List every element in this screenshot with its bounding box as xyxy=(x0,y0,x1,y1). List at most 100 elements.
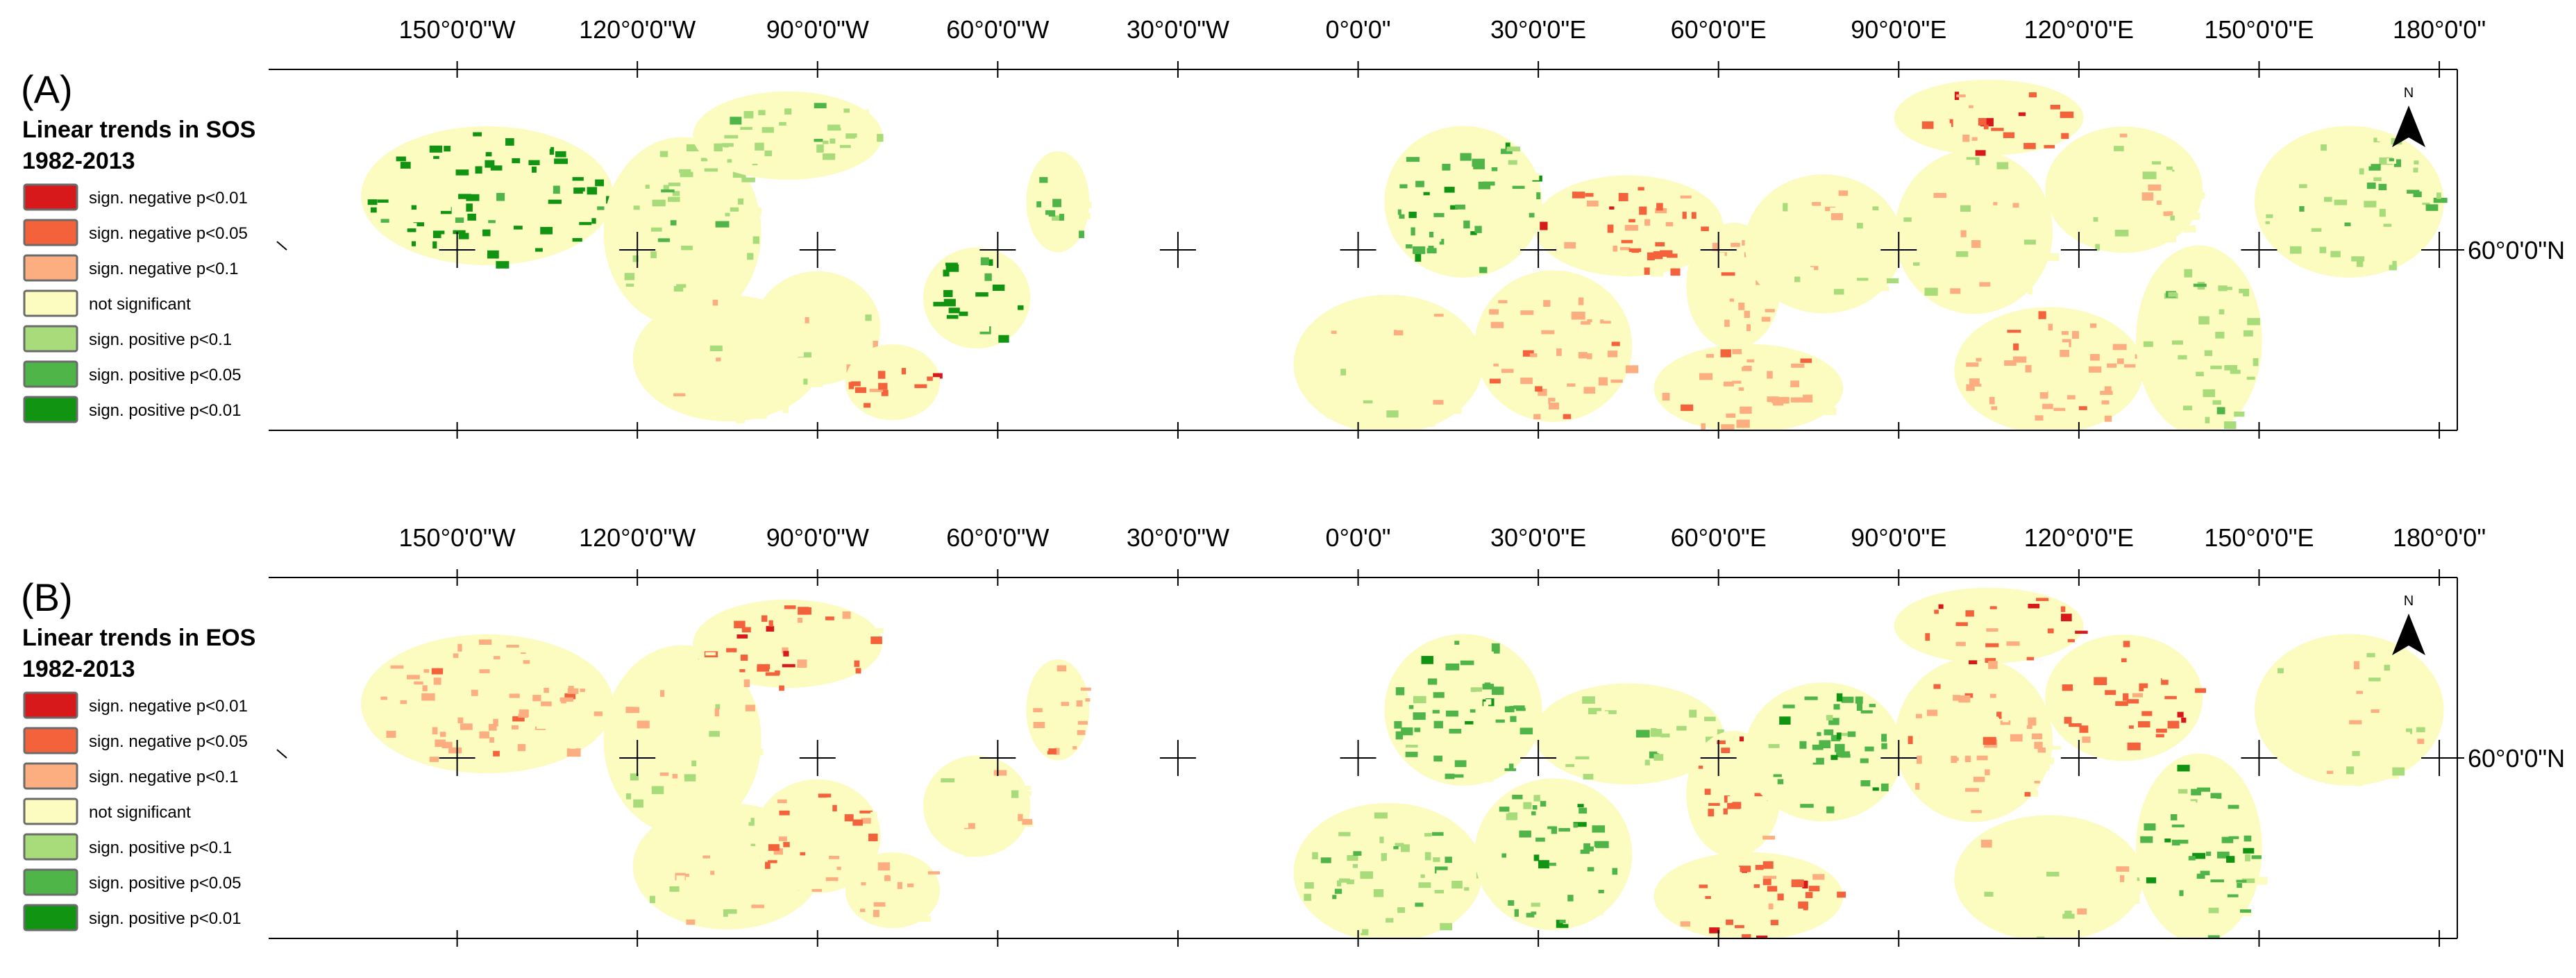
lon-tick-label: 150°0'0"E xyxy=(2204,523,2314,552)
lon-tick-label: 150°0'0"W xyxy=(399,15,516,44)
panel-eos-trends: 150°0'0"W 120°0'0"W 90°0'0"W 60°0'0"W 30°0'0… xyxy=(21,523,2565,947)
region-taymyr xyxy=(1894,79,2084,156)
legend-label: sign. negative p<0.01 xyxy=(89,697,248,716)
panel-letter: (B) xyxy=(21,575,73,619)
legend-swatch xyxy=(23,727,78,754)
legend-swatch xyxy=(23,396,78,423)
lon-tick-label: 90°0'0"W xyxy=(766,523,869,552)
region-arctic-islands xyxy=(693,599,884,691)
legend-swatch xyxy=(23,868,78,896)
legend: Linear trends in EOS 1982-2013 sign. negat… xyxy=(22,625,255,931)
region-central-siberia xyxy=(1894,657,2062,823)
lat-tick-label: 60°0'0"N xyxy=(2468,744,2565,773)
region-central-canada xyxy=(754,779,881,893)
region-labrador xyxy=(923,755,1034,857)
lon-tick-label: 30°0'0"W xyxy=(1127,15,1229,44)
legend-label: sign. positive p<0.01 xyxy=(89,401,241,420)
lon-tick-label: 120°0'0"W xyxy=(579,15,696,44)
region-chukotka-kamchatka xyxy=(2254,126,2448,278)
region-arctic-islands xyxy=(693,91,884,180)
lon-tick-label: 30°0'0"E xyxy=(1490,15,1586,44)
legend-swatch xyxy=(23,183,78,211)
region-west-siberia xyxy=(1744,682,1903,822)
region-western-europe xyxy=(1293,294,1483,430)
legend-swatch xyxy=(23,325,78,353)
region-taymyr xyxy=(1894,587,2088,669)
region-alaska-yukon xyxy=(361,126,616,269)
lon-tick-label: 90°0'0"E xyxy=(1851,523,1946,552)
legend-label: sign. negative p<0.1 xyxy=(89,768,239,786)
lon-tick-label: 90°0'0"E xyxy=(1851,15,1946,44)
legend-label: sign. negative p<0.01 xyxy=(89,189,248,208)
legend-swatch xyxy=(23,219,78,246)
region-western-canada xyxy=(603,645,764,835)
legend-label: sign. negative p<0.1 xyxy=(89,260,239,278)
lon-tick-label: 150°0'0"E xyxy=(2204,15,2314,44)
legend-label: sign. positive p<0.01 xyxy=(89,909,241,928)
lat-tick-left xyxy=(276,241,287,251)
region-central-canada xyxy=(754,271,881,385)
legend: Linear trends in SOS 1982-2013 sign. negat… xyxy=(22,117,255,423)
north-arrow-icon xyxy=(2392,106,2425,147)
lat-tick-left xyxy=(276,749,287,759)
panel-sos-trends: 150°0'0"W 120°0'0"W 90°0'0"W 60°0'0"W 30°0'0… xyxy=(21,15,2565,439)
region-greenland-fringe xyxy=(1026,659,1091,761)
region-kazakh-steppe xyxy=(1653,344,1844,430)
lon-tick-label: 60°0'0"W xyxy=(946,523,1049,552)
lon-tick-label: 90°0'0"W xyxy=(766,15,869,44)
lon-tick-label: 150°0'0"W xyxy=(399,523,516,552)
lon-tick-label: 180°0'0" xyxy=(2393,15,2486,44)
legend-swatch xyxy=(23,798,78,825)
region-chukotka-kamchatka xyxy=(2254,634,2444,786)
region-yakutia xyxy=(2045,634,2206,761)
legend-title: 1982-2013 xyxy=(22,656,135,682)
region-western-canada xyxy=(603,137,761,327)
legend-label: sign. negative p<0.05 xyxy=(89,224,248,243)
lon-tick-label: 120°0'0"W xyxy=(579,523,696,552)
region-west-siberia xyxy=(1744,174,1908,314)
region-kazakh-steppe xyxy=(1653,852,1846,938)
region-alaska-yukon xyxy=(361,634,614,774)
region-far-east xyxy=(2136,245,2262,430)
trend-raster xyxy=(361,587,2444,938)
legend-title: Linear trends in EOS xyxy=(22,625,255,651)
region-greenland-fringe xyxy=(1026,151,1092,253)
legend-label: sign. positive p<0.05 xyxy=(89,366,241,385)
legend-swatch xyxy=(23,762,78,790)
legend-swatch xyxy=(23,254,78,282)
lat-tick-label: 60°0'0"N xyxy=(2468,236,2565,264)
region-european-russia-n xyxy=(1533,175,1724,277)
legend-swatch xyxy=(23,691,78,719)
region-yakutia xyxy=(2045,126,2205,253)
region-eastern-europe xyxy=(1474,270,1639,422)
north-arrow-label: N xyxy=(2404,85,2414,101)
region-ontario-quebec xyxy=(845,852,941,929)
legend-label: not significant xyxy=(89,803,191,822)
lon-tick-label: 120°0'0"E xyxy=(2024,523,2134,552)
lon-tick-label: 120°0'0"E xyxy=(2024,15,2134,44)
legend-label: sign. negative p<0.05 xyxy=(89,732,248,751)
lon-tick-label: 30°0'0"W xyxy=(1127,523,1229,552)
legend-swatch xyxy=(23,904,78,931)
legend-label: sign. positive p<0.05 xyxy=(89,874,241,893)
region-scandinavia xyxy=(1384,634,1542,786)
legend-title: 1982-2013 xyxy=(22,148,135,174)
trend-raster xyxy=(361,79,2448,430)
region-eastern-europe xyxy=(1474,778,1633,930)
lon-tick-label: 60°0'0"W xyxy=(946,15,1049,44)
legend-swatch xyxy=(23,289,78,317)
legend-label: sign. positive p<0.1 xyxy=(89,838,232,857)
panel-letter: (A) xyxy=(21,67,73,111)
lon-tick-label: 60°0'0"E xyxy=(1671,523,1767,552)
lon-tick-label: 180°0'0" xyxy=(2393,523,2486,552)
legend-label: not significant xyxy=(89,295,191,314)
legend-title: Linear trends in SOS xyxy=(22,117,255,143)
region-western-europe xyxy=(1293,802,1489,938)
region-far-east xyxy=(2136,753,2268,938)
legend-label: sign. positive p<0.1 xyxy=(89,330,232,349)
lon-tick-label: 30°0'0"E xyxy=(1490,523,1586,552)
lon-tick-label: 0°0'0" xyxy=(1325,15,1390,44)
legend-swatch xyxy=(23,833,78,861)
region-scandinavia xyxy=(1384,126,1542,278)
